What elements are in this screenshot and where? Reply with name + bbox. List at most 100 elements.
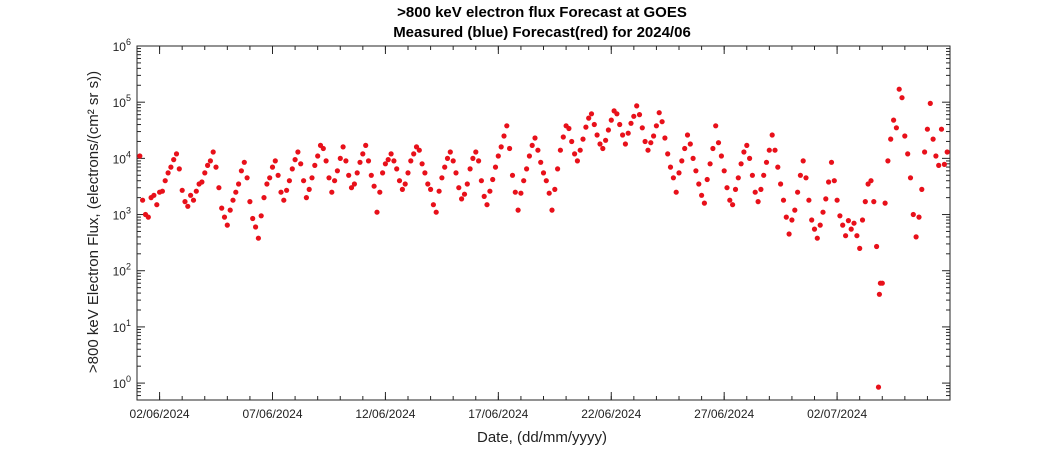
- data-point: [447, 149, 453, 155]
- data-point: [924, 126, 931, 132]
- y-axis-label: >800 keV Electron Flux, (electrons/(cm² …: [85, 71, 102, 373]
- data-point: [332, 178, 338, 184]
- data-point: [823, 196, 829, 202]
- data-point: [645, 147, 651, 153]
- data-point: [653, 123, 660, 129]
- data-point: [368, 172, 374, 178]
- y-tick-label: 105: [113, 93, 131, 110]
- data-point: [634, 103, 640, 109]
- data-point: [470, 155, 476, 161]
- data-point: [436, 188, 442, 194]
- data-point: [159, 188, 165, 194]
- data-point: [495, 153, 501, 159]
- data-point: [309, 175, 315, 181]
- data-point: [490, 176, 496, 183]
- data-point: [137, 153, 143, 159]
- data-point: [343, 158, 349, 164]
- data-point: [425, 181, 431, 187]
- data-point: [845, 218, 852, 224]
- data-point: [891, 117, 897, 123]
- data-point: [591, 121, 597, 128]
- data-point: [442, 164, 448, 170]
- data-point: [744, 142, 750, 148]
- data-point: [188, 192, 194, 198]
- data-point: [927, 100, 933, 106]
- data-point: [715, 140, 722, 146]
- data-point: [278, 189, 284, 195]
- data-point: [560, 134, 566, 140]
- data-point: [684, 132, 691, 138]
- data-point: [532, 135, 538, 141]
- data-point: [874, 243, 880, 250]
- data-point: [586, 115, 592, 121]
- data-point: [334, 168, 340, 174]
- data-point: [371, 183, 377, 189]
- data-point: [713, 123, 719, 129]
- data-point: [811, 226, 818, 232]
- data-point: [854, 233, 860, 239]
- data-point: [735, 175, 741, 181]
- data-point: [732, 186, 739, 192]
- data-point: [492, 164, 499, 170]
- data-point: [902, 133, 908, 139]
- data-point: [241, 159, 247, 165]
- data-point: [687, 141, 693, 147]
- data-point: [840, 222, 846, 228]
- data-point: [910, 211, 916, 218]
- data-point: [783, 214, 789, 220]
- data-point: [450, 158, 456, 164]
- data-point: [797, 172, 804, 178]
- data-point: [555, 166, 561, 172]
- data-point: [580, 136, 586, 142]
- data-point: [478, 178, 484, 184]
- data-point: [922, 149, 928, 155]
- data-point: [207, 158, 213, 164]
- data-point: [749, 172, 756, 178]
- data-point: [461, 191, 468, 197]
- data-point: [727, 197, 733, 203]
- data-point: [752, 189, 758, 195]
- data-point: [365, 158, 372, 164]
- data-point: [428, 186, 434, 192]
- data-point: [792, 207, 798, 213]
- data-point: [690, 155, 696, 161]
- data-point: [789, 217, 795, 223]
- data-point: [385, 157, 391, 163]
- data-point: [614, 111, 620, 117]
- data-point: [224, 222, 230, 228]
- data-point: [636, 112, 643, 118]
- y-axis: 100 101 102 103 104 105 106: [113, 37, 950, 397]
- data-point: [631, 113, 637, 119]
- y-tick-label: 102: [113, 262, 131, 279]
- forecast-points: [137, 86, 950, 390]
- data-point: [439, 175, 445, 181]
- data-point: [509, 172, 516, 178]
- data-point: [453, 170, 459, 176]
- data-point: [605, 127, 612, 133]
- data-point: [179, 187, 185, 193]
- data-point: [778, 181, 784, 187]
- data-point: [473, 149, 479, 155]
- data-point: [763, 159, 770, 165]
- data-point: [301, 178, 307, 184]
- data-point: [210, 149, 216, 155]
- data-point: [834, 197, 840, 203]
- data-point: [326, 175, 332, 181]
- x-tick-label: 12/06/2024: [355, 407, 415, 421]
- data-point: [351, 181, 357, 187]
- data-point: [529, 142, 535, 148]
- data-point: [360, 151, 366, 157]
- data-point: [699, 192, 705, 198]
- data-point: [190, 197, 197, 203]
- data-point: [642, 138, 648, 145]
- data-point: [549, 207, 555, 213]
- y-tick-label: 101: [113, 318, 131, 335]
- data-point: [786, 231, 792, 237]
- data-point: [747, 155, 753, 161]
- data-point: [501, 133, 507, 139]
- data-point: [594, 132, 600, 138]
- data-point: [289, 166, 295, 172]
- data-point: [907, 175, 914, 181]
- data-point: [267, 175, 273, 181]
- data-point: [879, 280, 885, 286]
